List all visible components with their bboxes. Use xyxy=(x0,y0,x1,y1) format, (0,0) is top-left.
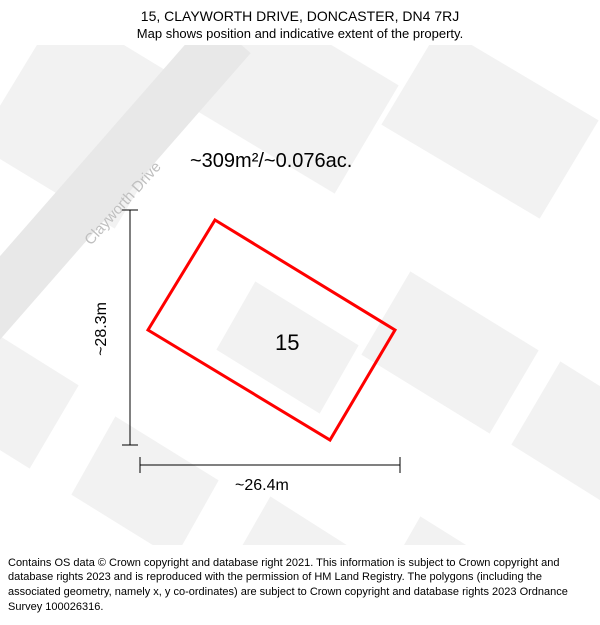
page-subtitle: Map shows position and indicative extent… xyxy=(10,26,590,41)
house-number-label: 15 xyxy=(275,330,299,356)
building-shape xyxy=(510,360,600,520)
building-shape xyxy=(360,270,540,435)
buildings-group xyxy=(0,45,600,545)
building-shape xyxy=(380,45,600,220)
building-shape xyxy=(230,495,380,545)
map-canvas: Clayworth Drive ~309m²/~0.076ac. 15 ~28.… xyxy=(0,45,600,545)
dimension-vertical xyxy=(122,210,138,445)
building-shape xyxy=(380,515,540,545)
map-svg xyxy=(0,45,600,545)
building-shape xyxy=(0,310,80,470)
header: 15, CLAYWORTH DRIVE, DONCASTER, DN4 7RJ … xyxy=(0,0,600,45)
copyright-footer: Contains OS data © Crown copyright and d… xyxy=(0,550,600,625)
area-label: ~309m²/~0.076ac. xyxy=(190,150,352,173)
height-dimension-label: ~28.3m xyxy=(93,302,111,356)
page-title: 15, CLAYWORTH DRIVE, DONCASTER, DN4 7RJ xyxy=(10,8,590,24)
building-shape xyxy=(70,415,220,545)
width-dimension-label: ~26.4m xyxy=(235,477,289,495)
